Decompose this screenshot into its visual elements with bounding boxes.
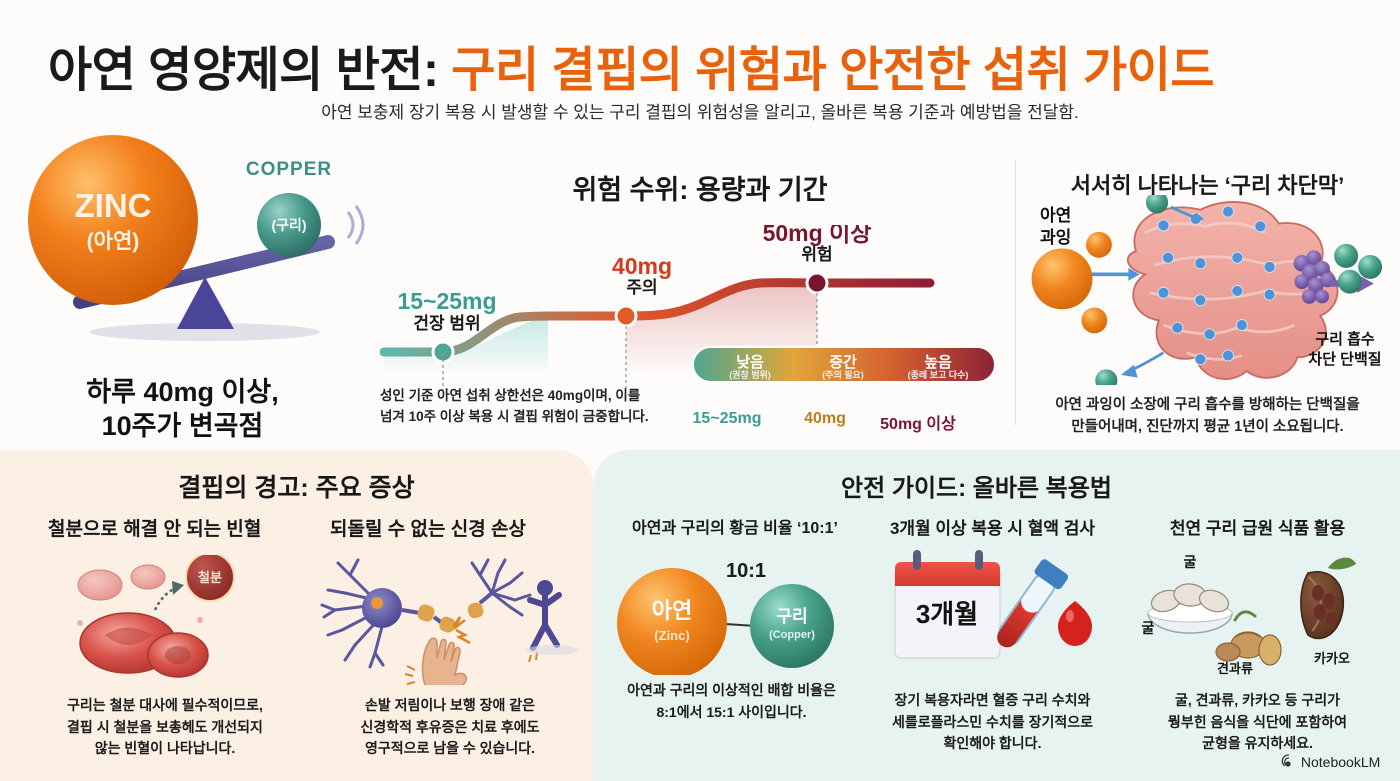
svg-text:견과류: 견과류 (1217, 661, 1253, 676)
svg-text:증간: 증간 (829, 354, 857, 371)
svg-text:높음: 높음 (924, 354, 952, 371)
svg-text:10:1: 10:1 (726, 560, 766, 582)
svg-text:굴: 굴 (1184, 554, 1197, 570)
svg-text:굴: 굴 (1142, 620, 1155, 636)
svg-text:위험: 위험 (801, 244, 832, 264)
svg-text:(구리): (구리) (271, 217, 306, 233)
svg-text:건장 범위: 건장 범위 (413, 314, 480, 333)
svg-text:(권창 범위): (권창 범위) (729, 369, 771, 380)
svg-text:40mg: 40mg (612, 253, 672, 279)
svg-text:구리: 구리 (776, 607, 807, 626)
svg-text:(종레 보고 다수): (종레 보고 다수) (908, 369, 969, 380)
svg-text:(아연): (아연) (87, 230, 140, 253)
svg-text:낮음: 낮음 (736, 354, 764, 371)
svg-text:ZINC: ZINC (75, 187, 152, 224)
svg-text:카카오: 카카오 (1314, 651, 1350, 666)
svg-text:(주의 필요): (주의 필요) (822, 369, 864, 380)
svg-text:COPPER: COPPER (246, 159, 332, 180)
svg-text:(Copper): (Copper) (769, 629, 815, 641)
svg-text:(Zinc): (Zinc) (654, 628, 689, 643)
svg-text:주의: 주의 (626, 278, 657, 297)
svg-text:15~25mg: 15~25mg (397, 288, 496, 314)
svg-text:아연: 아연 (652, 598, 692, 623)
svg-text:철분: 철분 (198, 570, 222, 585)
svg-text:50mg 이상: 50mg 이상 (763, 225, 872, 246)
svg-text:3개월: 3개월 (916, 599, 978, 629)
